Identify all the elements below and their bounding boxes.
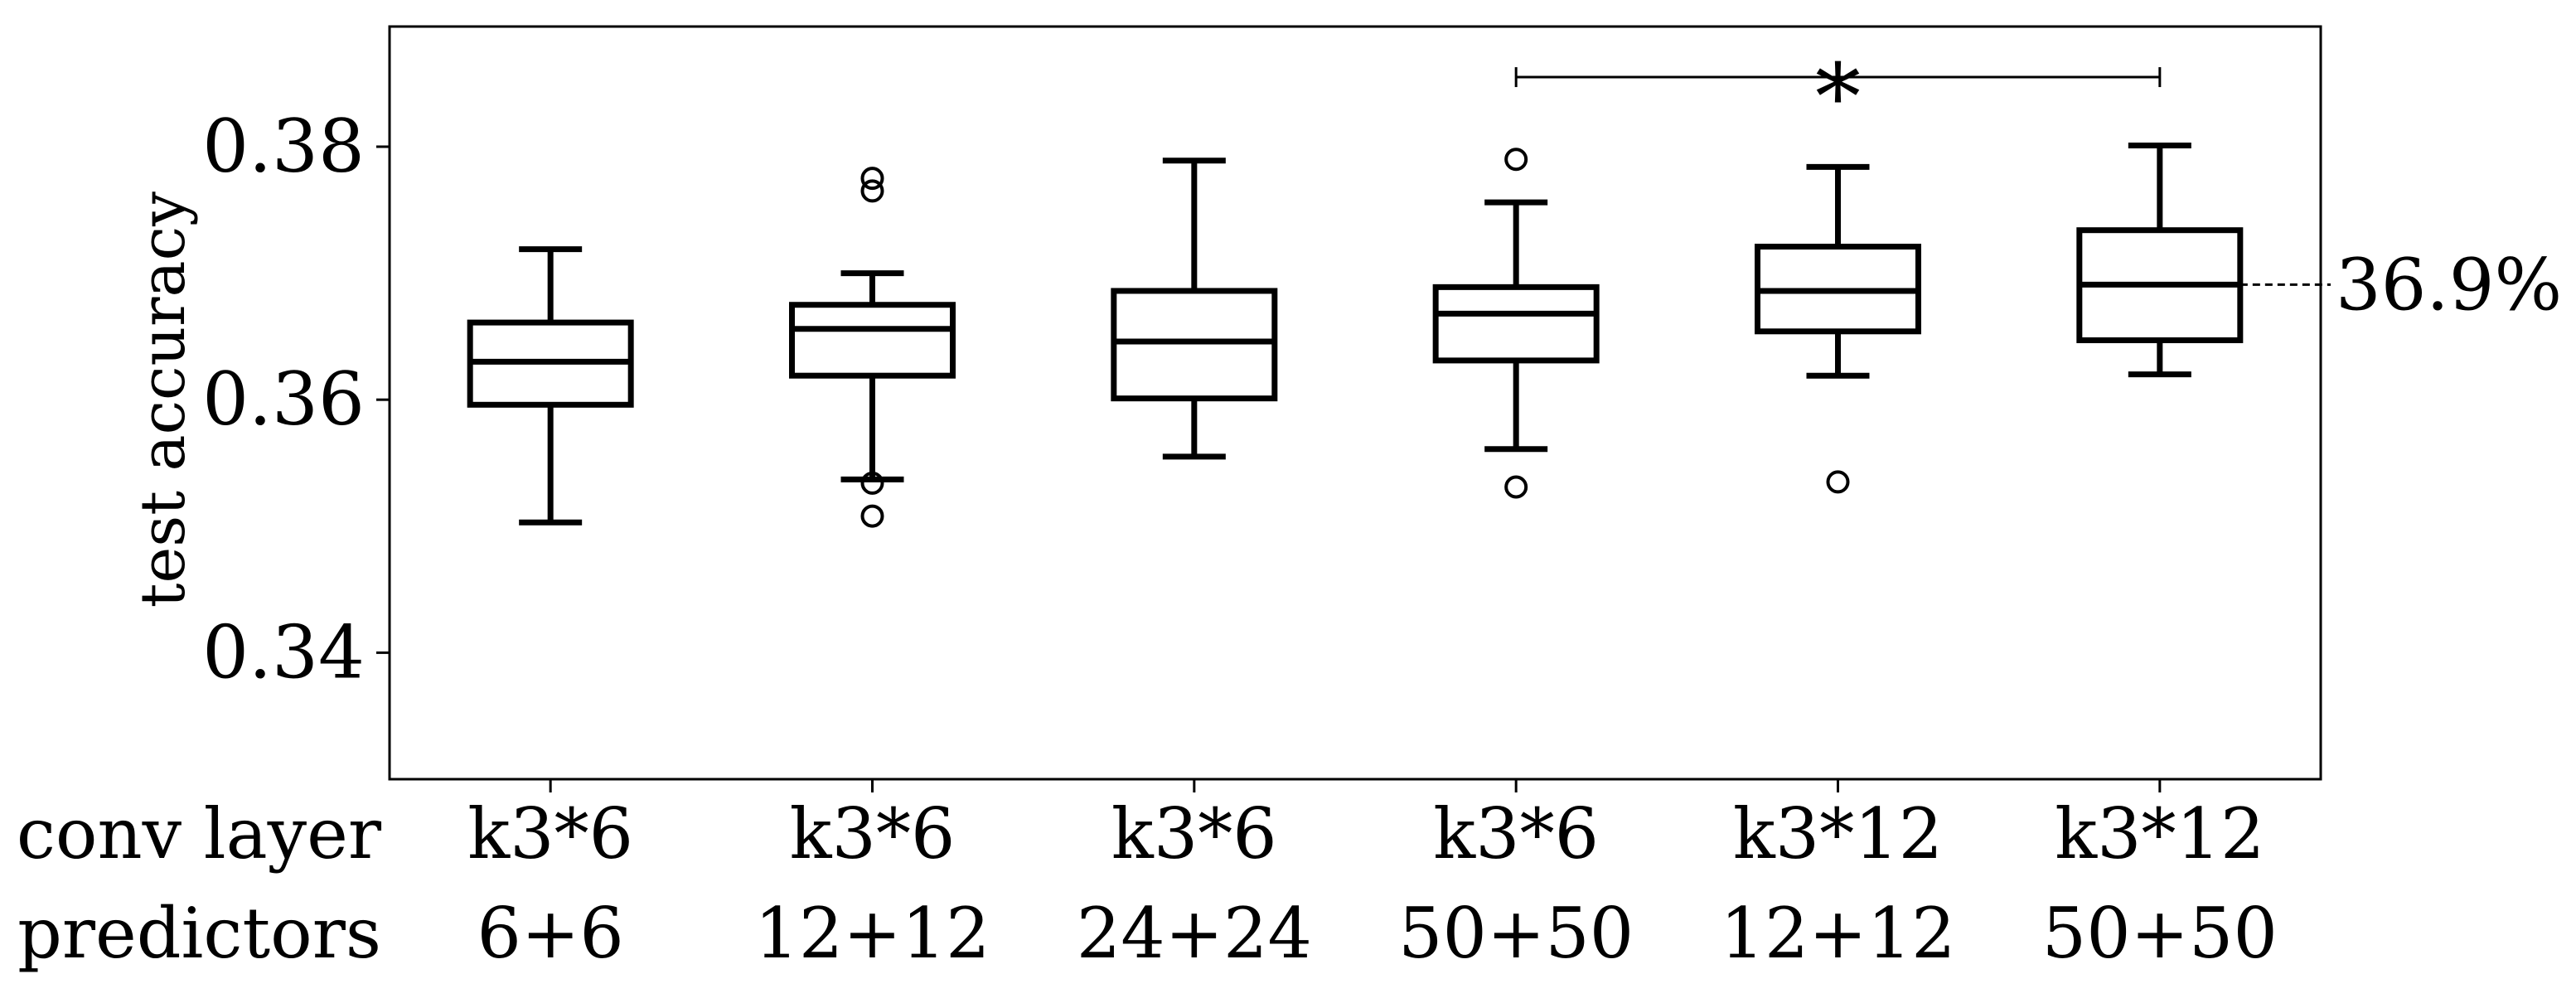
box-iqr <box>1111 288 1278 402</box>
box-iqr <box>1432 283 1600 364</box>
y-tick-label: 0.38 <box>202 104 365 189</box>
box-5 <box>1755 163 1921 494</box>
median-value-label: 36.9% <box>2336 244 2562 327</box>
row-label-conv-layer: conv layer <box>17 793 382 875</box>
box-2 <box>789 167 956 528</box>
category-predictors-label: 50+50 <box>1398 893 1634 974</box>
outlier-point <box>860 167 884 191</box>
category-conv-layer-label: k3*6 <box>1111 793 1277 875</box>
category-conv-layer-label: k3*12 <box>1733 793 1943 875</box>
box-1 <box>467 246 634 526</box>
outlier-point <box>860 504 884 528</box>
category-conv-layer-label: k3*12 <box>2055 793 2264 875</box>
box-6 <box>2076 142 2244 378</box>
annotations: * 36.9% <box>1514 44 2562 327</box>
y-tick-label: 0.36 <box>202 356 365 442</box>
box-4 <box>1432 148 1600 499</box>
outlier-point <box>1504 148 1528 172</box>
plot-frame <box>388 25 2322 781</box>
category-predictors-label: 24+24 <box>1077 893 1312 974</box>
y-axis-label: test accuracy <box>128 191 199 608</box>
category-conv-layer-label: k3*6 <box>790 793 956 875</box>
outlier-point <box>860 179 884 203</box>
boxes <box>467 142 2244 528</box>
box-3 <box>1111 157 1278 460</box>
box-iqr <box>789 302 956 379</box>
category-conv-layer-label: k3*6 <box>467 793 633 875</box>
row-label-predictors: predictors <box>17 893 381 974</box>
outlier-point <box>860 471 884 495</box>
outlier-point <box>1504 475 1528 499</box>
category-conv-layer-label: k3*6 <box>1433 793 1599 875</box>
axes <box>376 25 2322 792</box>
category-predictors-label: 12+12 <box>754 893 990 974</box>
category-predictors-label: 6+6 <box>477 893 624 974</box>
significance-marker: * <box>1815 44 1861 150</box>
category-predictors-label: 12+12 <box>1720 893 1955 974</box>
outlier-point <box>1826 470 1850 494</box>
category-predictors-label: 50+50 <box>2042 893 2278 974</box>
y-tick-label: 0.34 <box>202 609 365 695</box>
